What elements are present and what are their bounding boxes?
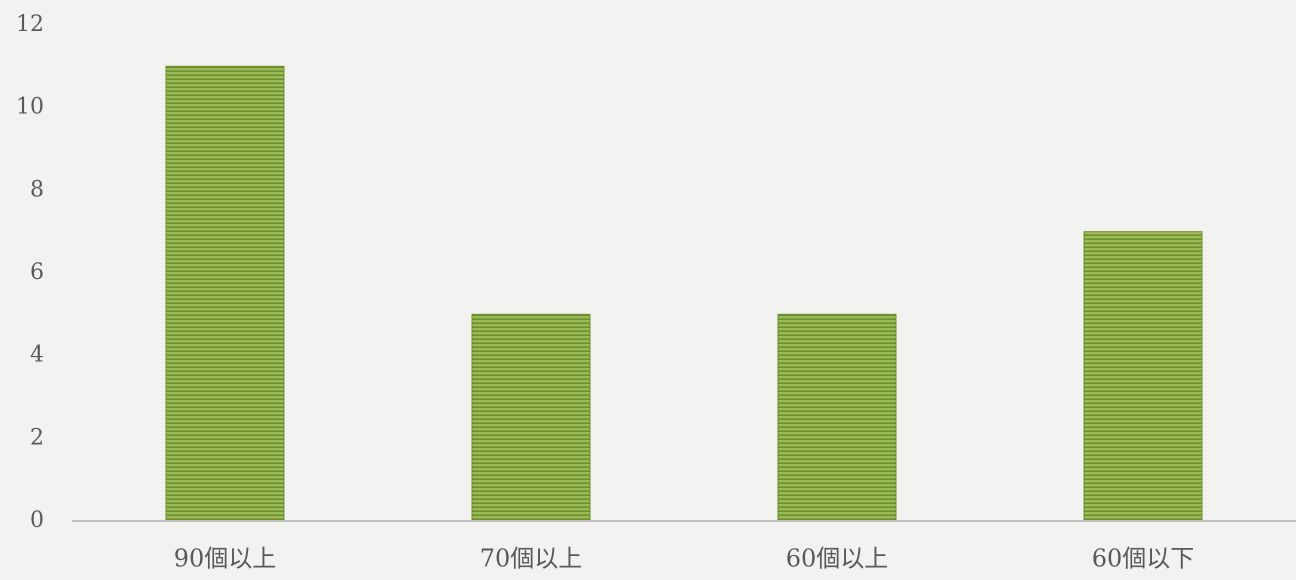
y-tick-label: 10 xyxy=(16,95,44,120)
x-category-label: 90個以上 xyxy=(174,545,277,573)
bar xyxy=(1083,231,1203,522)
y-tick-label: 2 xyxy=(30,425,44,450)
bar xyxy=(471,313,591,522)
x-axis-labels: 90個以上 70個以上 60個以上 60個以下 xyxy=(174,545,1195,573)
bar xyxy=(777,313,897,522)
bar xyxy=(165,65,285,522)
bars xyxy=(165,65,1203,522)
y-tick-label: 0 xyxy=(30,508,44,533)
y-tick-label: 8 xyxy=(30,177,44,202)
x-category-label: 70個以上 xyxy=(480,545,583,573)
y-tick-label: 12 xyxy=(16,12,44,37)
y-tick-label: 6 xyxy=(30,260,44,285)
y-tick-label: 4 xyxy=(30,343,44,368)
x-category-label: 60個以下 xyxy=(1092,545,1195,573)
x-category-label: 60個以上 xyxy=(786,545,889,573)
y-axis-ticks: 0 2 4 6 8 10 12 xyxy=(16,12,44,533)
